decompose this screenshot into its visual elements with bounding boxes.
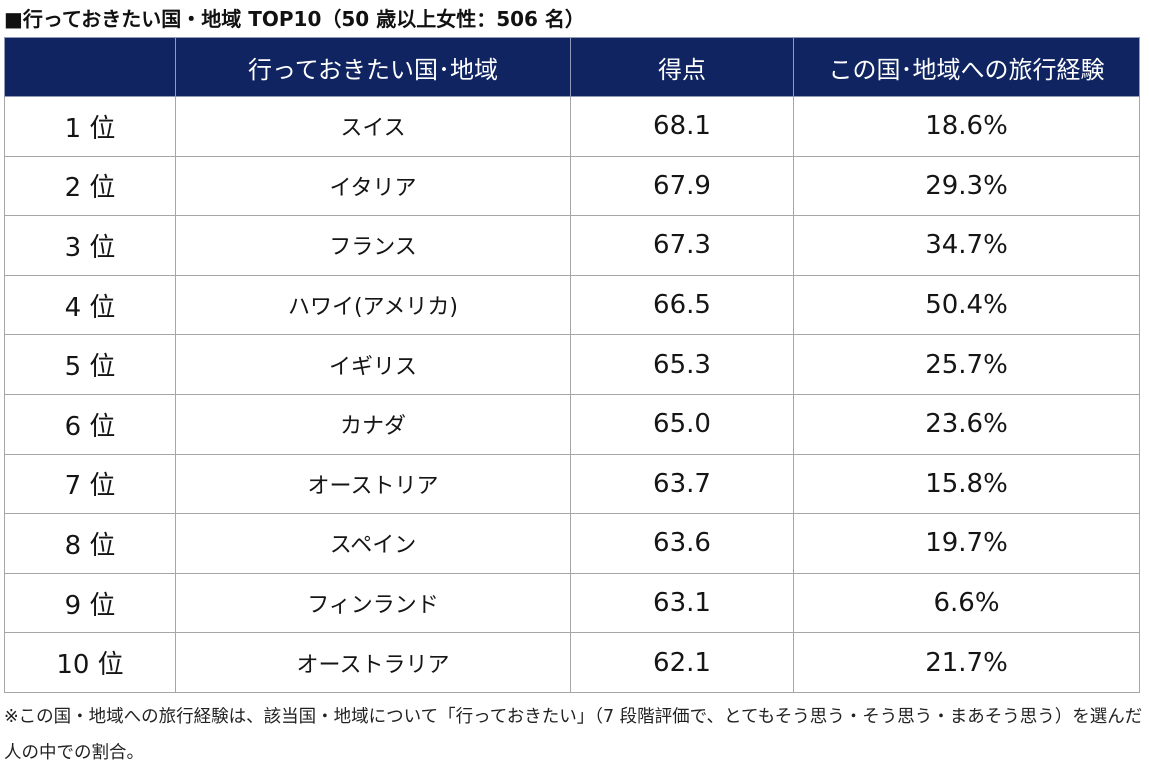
ranking-table: 行っておきたい国･地域 得点 この国･地域への旅行経験 1 位 スイス 68.1… — [4, 37, 1140, 693]
country-cell: ハワイ(アメリカ) — [175, 274, 571, 336]
experience-cell: 6.6% — [793, 572, 1140, 634]
rank-cell: 1 位 — [4, 96, 176, 157]
table-row: 9 位 フィンランド 63.1 6.6% — [4, 572, 1140, 634]
rank-cell: 2 位 — [4, 155, 176, 217]
experience-cell: 50.4% — [793, 274, 1140, 336]
country-cell: フランス — [175, 215, 571, 276]
experience-cell: 18.6% — [793, 96, 1140, 157]
country-cell: オーストリア — [175, 453, 571, 515]
table-row: 10 位 オーストラリア 62.1 21.7% — [4, 632, 1140, 693]
experience-cell: 19.7% — [793, 513, 1140, 574]
score-cell: 67.9 — [570, 155, 794, 217]
table-row: 6 位 カナダ 65.0 23.6% — [4, 393, 1140, 455]
table-row: 5 位 イギリス 65.3 25.7% — [4, 334, 1140, 395]
rank-cell: 4 位 — [4, 274, 176, 336]
table-row: 3 位 フランス 67.3 34.7% — [4, 215, 1140, 276]
score-cell: 66.5 — [570, 274, 794, 336]
score-cell: 63.6 — [570, 513, 794, 574]
experience-cell: 23.6% — [793, 393, 1140, 455]
table-row: 2 位 イタリア 67.9 29.3% — [4, 155, 1140, 217]
table-row: 4 位 ハワイ(アメリカ) 66.5 50.4% — [4, 274, 1140, 336]
country-cell: カナダ — [175, 393, 571, 455]
rank-cell: 8 位 — [4, 513, 176, 574]
country-cell: スペイン — [175, 513, 571, 574]
rank-cell: 9 位 — [4, 572, 176, 634]
score-cell: 63.7 — [570, 453, 794, 515]
rank-cell: 6 位 — [4, 393, 176, 455]
score-cell: 68.1 — [570, 96, 794, 157]
experience-cell: 15.8% — [793, 453, 1140, 515]
table-header-row: 行っておきたい国･地域 得点 この国･地域への旅行経験 — [4, 37, 1140, 97]
score-cell: 67.3 — [570, 215, 794, 276]
table-row: 1 位 スイス 68.1 18.6% — [4, 96, 1140, 157]
header-experience: この国･地域への旅行経験 — [793, 37, 1140, 97]
experience-cell: 25.7% — [793, 334, 1140, 395]
table-row: 8 位 スペイン 63.6 19.7% — [4, 513, 1140, 574]
experience-cell: 21.7% — [793, 632, 1140, 693]
rank-cell: 10 位 — [4, 632, 176, 693]
table-row: 7 位 オーストリア 63.7 15.8% — [4, 453, 1140, 515]
score-cell: 65.0 — [570, 393, 794, 455]
score-cell: 63.1 — [570, 572, 794, 634]
experience-cell: 34.7% — [793, 215, 1140, 276]
page-title: ■行っておきたい国・地域 TOP10（50 歳以上女性：506 名） — [4, 7, 585, 31]
header-country: 行っておきたい国･地域 — [175, 37, 571, 97]
country-cell: オーストラリア — [175, 632, 571, 693]
header-score: 得点 — [570, 37, 794, 97]
country-cell: スイス — [175, 96, 571, 157]
header-rank — [4, 37, 176, 97]
country-cell: イギリス — [175, 334, 571, 395]
rank-cell: 7 位 — [4, 453, 176, 515]
experience-cell: 29.3% — [793, 155, 1140, 217]
country-cell: イタリア — [175, 155, 571, 217]
rank-cell: 5 位 — [4, 334, 176, 395]
country-cell: フィンランド — [175, 572, 571, 634]
score-cell: 65.3 — [570, 334, 794, 395]
footnote: ※この国・地域への旅行経験は、該当国・地域について「行っておきたい」（7 段階評… — [4, 707, 1143, 763]
rank-cell: 3 位 — [4, 215, 176, 276]
score-cell: 62.1 — [570, 632, 794, 693]
